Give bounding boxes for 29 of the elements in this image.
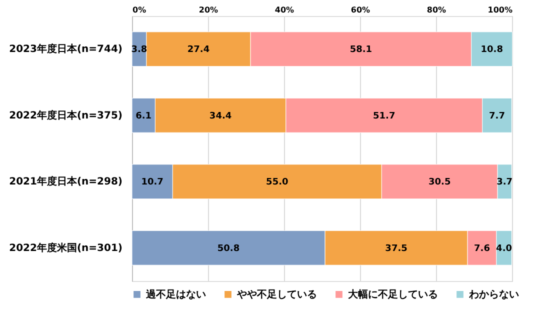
y-tick-label: 2023年度日本(n=744) (9, 43, 122, 56)
data-label: 34.4 (209, 111, 232, 122)
y-tick-label: 2021年度日本(n=298) (9, 176, 122, 188)
legend-label: やや不足している (236, 288, 317, 300)
y-tick-label: 2022年度米国(n=301) (9, 242, 122, 254)
data-label: 4.0 (496, 244, 512, 254)
y-tick-label: 2022年度日本(n=375) (9, 109, 122, 122)
x-tick-label: 0% (132, 6, 146, 14)
data-label: 10.7 (141, 178, 164, 188)
x-tick-label: 60% (350, 6, 370, 14)
data-label: 7.6 (474, 244, 490, 254)
data-label: 58.1 (350, 45, 372, 56)
data-label: 37.5 (385, 244, 408, 254)
x-tick-label: 100% (488, 6, 512, 14)
legend-label: 大幅に不足している (347, 288, 438, 300)
legend-label: わからない (468, 289, 519, 300)
data-label: 6.1 (136, 111, 152, 122)
x-tick-label: 40% (274, 6, 294, 14)
data-label: 7.7 (489, 111, 505, 122)
data-label: 50.8 (217, 244, 240, 254)
x-tick-label: 80% (426, 6, 446, 14)
data-label: 30.5 (428, 178, 451, 188)
x-tick-label: 20% (198, 6, 218, 14)
data-label: 55.0 (266, 178, 288, 188)
data-label: 51.7 (373, 111, 396, 122)
data-label: 3.7 (496, 178, 513, 188)
data-label: 27.4 (187, 45, 210, 56)
legend-label: 過不足はない (145, 288, 206, 300)
data-label: 10.8 (480, 45, 503, 56)
